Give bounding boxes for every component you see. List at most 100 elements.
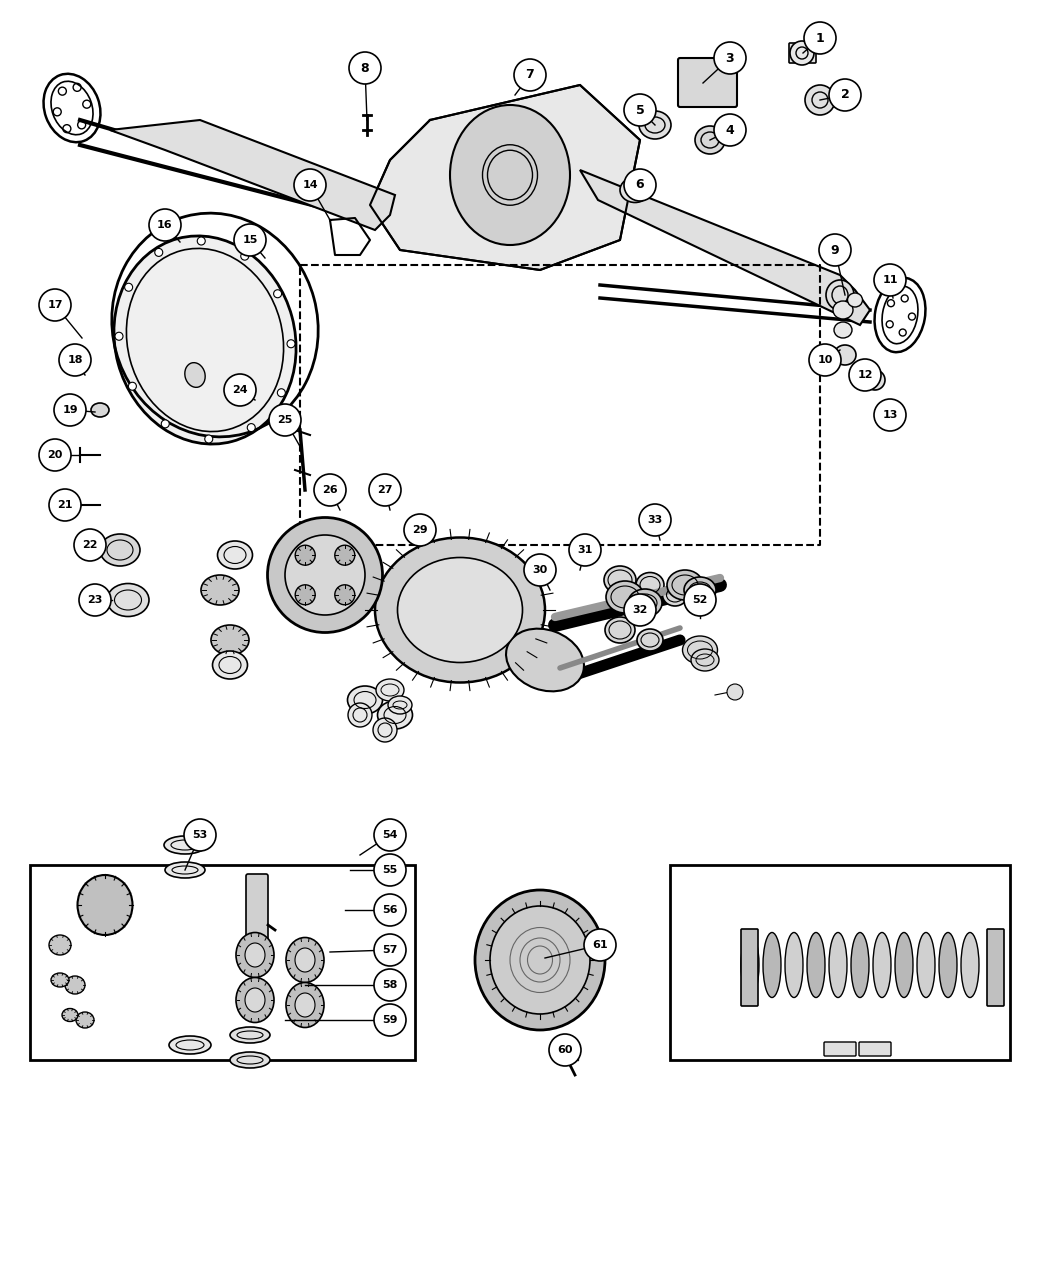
- Circle shape: [39, 439, 71, 470]
- Ellipse shape: [107, 584, 149, 617]
- Circle shape: [269, 404, 301, 436]
- Circle shape: [59, 344, 91, 376]
- Ellipse shape: [876, 408, 894, 422]
- Circle shape: [374, 935, 406, 966]
- Text: 53: 53: [192, 830, 208, 840]
- Text: 19: 19: [62, 405, 78, 414]
- Text: 21: 21: [58, 500, 72, 510]
- Circle shape: [335, 546, 355, 565]
- Text: 3: 3: [726, 51, 734, 65]
- Circle shape: [74, 529, 106, 561]
- Circle shape: [374, 894, 406, 926]
- Ellipse shape: [164, 836, 206, 854]
- Circle shape: [714, 113, 745, 147]
- FancyBboxPatch shape: [741, 929, 758, 1006]
- Ellipse shape: [785, 932, 803, 997]
- Circle shape: [294, 170, 325, 201]
- Circle shape: [369, 474, 401, 506]
- Ellipse shape: [217, 541, 252, 569]
- Text: 32: 32: [632, 606, 648, 615]
- Ellipse shape: [388, 696, 412, 714]
- Ellipse shape: [245, 944, 265, 966]
- Circle shape: [247, 423, 255, 432]
- Circle shape: [240, 252, 249, 260]
- Text: 25: 25: [277, 414, 293, 425]
- Text: 26: 26: [322, 484, 338, 495]
- Circle shape: [374, 1003, 406, 1037]
- Ellipse shape: [850, 932, 869, 997]
- FancyBboxPatch shape: [859, 1042, 891, 1056]
- Circle shape: [128, 382, 136, 390]
- Ellipse shape: [51, 973, 69, 987]
- Ellipse shape: [165, 862, 205, 878]
- Text: 17: 17: [47, 300, 63, 310]
- Text: 15: 15: [243, 235, 257, 245]
- Ellipse shape: [236, 932, 274, 978]
- Ellipse shape: [268, 518, 382, 632]
- Ellipse shape: [376, 680, 404, 701]
- Circle shape: [684, 584, 716, 616]
- Ellipse shape: [201, 575, 239, 606]
- Ellipse shape: [620, 177, 650, 203]
- Ellipse shape: [682, 636, 717, 664]
- Text: 59: 59: [382, 1015, 398, 1025]
- Circle shape: [830, 79, 861, 111]
- Circle shape: [348, 703, 372, 727]
- Text: 11: 11: [882, 275, 898, 286]
- Text: 4: 4: [726, 124, 734, 136]
- Ellipse shape: [211, 625, 249, 655]
- Polygon shape: [370, 85, 640, 270]
- Ellipse shape: [667, 570, 704, 601]
- Ellipse shape: [78, 875, 132, 935]
- Circle shape: [524, 555, 557, 586]
- Ellipse shape: [398, 557, 523, 663]
- Ellipse shape: [490, 907, 590, 1014]
- Circle shape: [224, 374, 256, 405]
- Text: 56: 56: [382, 905, 398, 915]
- Circle shape: [184, 819, 216, 850]
- Circle shape: [819, 235, 850, 266]
- Circle shape: [804, 22, 836, 54]
- Ellipse shape: [230, 1052, 270, 1068]
- Ellipse shape: [830, 932, 847, 997]
- Circle shape: [274, 289, 281, 298]
- Ellipse shape: [917, 932, 934, 997]
- Circle shape: [624, 94, 656, 126]
- Ellipse shape: [834, 323, 852, 338]
- Ellipse shape: [873, 932, 891, 997]
- Circle shape: [865, 370, 885, 390]
- Circle shape: [374, 969, 406, 1001]
- Text: 7: 7: [526, 69, 534, 82]
- Ellipse shape: [245, 988, 265, 1012]
- Ellipse shape: [961, 932, 979, 997]
- Ellipse shape: [212, 652, 248, 680]
- Text: 23: 23: [87, 595, 103, 606]
- Text: 9: 9: [831, 244, 839, 256]
- Circle shape: [125, 283, 132, 291]
- Ellipse shape: [604, 566, 636, 594]
- Text: 58: 58: [382, 980, 398, 989]
- Text: 10: 10: [817, 354, 833, 365]
- Ellipse shape: [475, 890, 605, 1030]
- Ellipse shape: [76, 1012, 94, 1028]
- Text: 57: 57: [382, 945, 398, 955]
- Ellipse shape: [834, 346, 856, 365]
- FancyBboxPatch shape: [789, 43, 816, 62]
- Circle shape: [624, 594, 656, 626]
- FancyBboxPatch shape: [678, 57, 737, 107]
- Text: 54: 54: [382, 830, 398, 840]
- Text: 14: 14: [302, 180, 318, 190]
- Text: 29: 29: [413, 525, 427, 536]
- Ellipse shape: [49, 935, 71, 955]
- Ellipse shape: [185, 362, 205, 388]
- Ellipse shape: [807, 932, 825, 997]
- Circle shape: [234, 224, 266, 256]
- FancyBboxPatch shape: [246, 873, 268, 949]
- Circle shape: [314, 474, 346, 506]
- Ellipse shape: [695, 126, 724, 154]
- Circle shape: [639, 504, 671, 536]
- Circle shape: [584, 929, 616, 961]
- Circle shape: [287, 339, 295, 348]
- Circle shape: [849, 360, 881, 391]
- Circle shape: [805, 85, 835, 115]
